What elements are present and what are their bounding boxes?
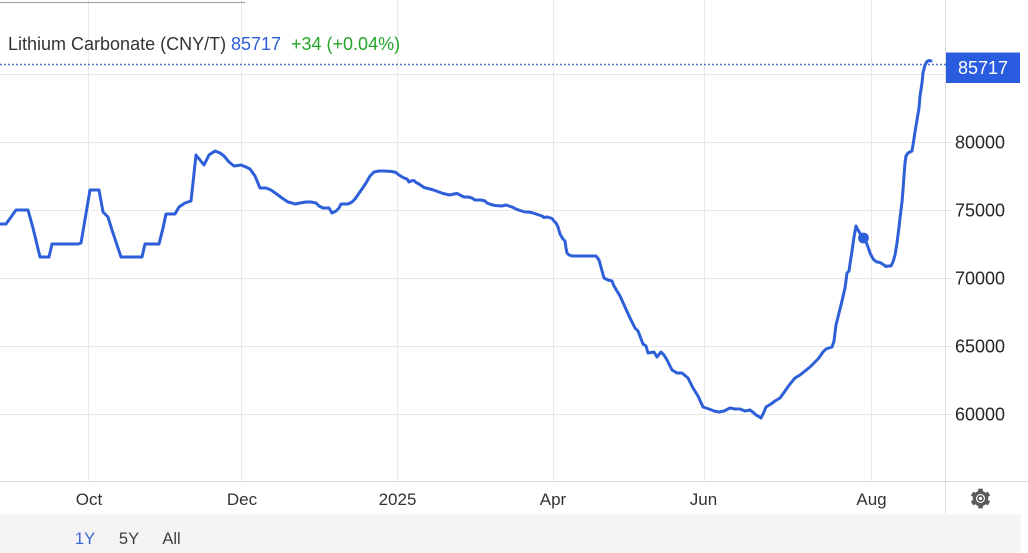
svg-text:70000: 70000 [955,269,1005,289]
svg-text:Jun: Jun [690,490,717,509]
svg-text:Aug: Aug [856,490,886,509]
svg-text:+34 (+0.04%): +34 (+0.04%) [291,34,400,54]
svg-text:Apr: Apr [540,490,567,509]
svg-text:60000: 60000 [955,405,1005,425]
svg-text:85717: 85717 [231,34,281,54]
svg-text:All: All [162,530,180,548]
svg-text:75000: 75000 [955,201,1005,221]
svg-text:2025: 2025 [379,490,417,509]
svg-text:85717: 85717 [958,58,1008,78]
svg-text:65000: 65000 [955,337,1005,357]
svg-text:Oct: Oct [76,490,103,509]
svg-text:80000: 80000 [955,133,1005,153]
svg-text:1Y: 1Y [75,530,95,548]
svg-text:Dec: Dec [227,490,258,509]
svg-text:5Y: 5Y [119,530,139,548]
svg-text:Lithium Carbonate (CNY/T): Lithium Carbonate (CNY/T) [8,34,226,54]
